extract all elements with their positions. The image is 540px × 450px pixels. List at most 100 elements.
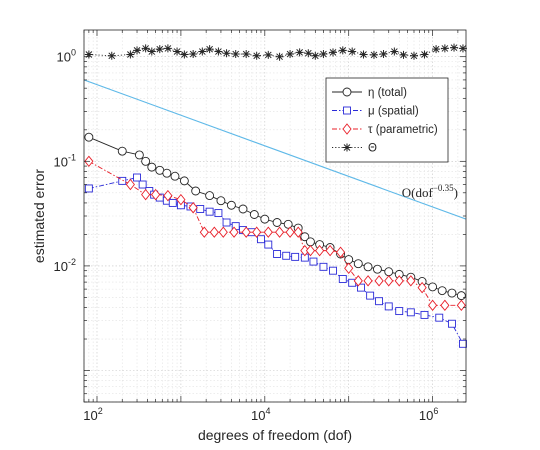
reference-line-layer [84,79,466,220]
x-tick-exponent: 4 [266,406,271,416]
x-tick-label: 106 [419,406,438,423]
data-point-asterisk [420,50,429,59]
reference-annotation: O(dof−0.35) [402,183,458,200]
data-point-diamond [241,226,251,238]
data-point-circle [363,262,373,272]
data-point-diamond [353,275,363,287]
y-tick-exponent: -1 [68,152,76,162]
data-point-diamond [275,226,285,238]
data-point-diamond [176,193,186,206]
data-point-square [84,184,93,193]
data-point-diamond [229,226,239,238]
data-point-diamond [218,226,228,238]
data-point-asterisk [458,44,467,53]
data-point-circle [238,204,248,214]
data-point-square [214,209,223,218]
data-point-square [168,198,177,207]
data-point-diamond [456,299,466,312]
annotation-text: O(dof [402,185,434,200]
data-point-square [205,207,214,216]
data-point-square [406,308,415,317]
data-point-asterisk [155,45,164,54]
data-point-asterisk [180,50,189,59]
data-point-asterisk [252,51,261,60]
y-tick-base: 10 [54,259,68,274]
data-point-circle [147,162,157,172]
legend-label: Θ [368,143,377,155]
data-point-circle [306,237,315,247]
y-tick-base: 10 [57,50,71,65]
data-point-circle [141,156,151,166]
data-point-square [118,176,127,185]
x-tick-label: 104 [251,406,270,423]
data-point-asterisk [275,52,284,61]
data-point-diamond [406,275,416,287]
series-asterisk [84,43,467,61]
legend: η (total) μ (spatial) τ (parametric) Θ [325,77,449,163]
data-point-diamond [325,244,335,257]
data-point-diamond [188,201,198,214]
data-point-square [329,266,337,275]
data-point-asterisk [359,50,368,59]
data-point-diamond [141,188,151,201]
legend-item: Θ [332,143,377,155]
data-point-asterisk [173,47,182,56]
data-point-circle [134,150,144,160]
data-point-asterisk [440,44,449,53]
data-point-diamond [440,299,450,312]
legend-label: η (total) [368,87,407,99]
y-tick-label: 10-1 [54,152,76,169]
data-point-diamond [252,226,262,238]
data-point-asterisk [399,50,408,59]
data-point-square [196,205,205,213]
data-point-diamond [336,246,346,258]
data-point-circle [191,186,201,196]
y-tick-label: 10-2 [54,257,76,274]
data-point-asterisk [329,48,338,57]
data-point-asterisk [242,50,251,59]
data-point-diamond [384,275,394,287]
data-point-square [309,257,318,266]
y-axis-label: estimated error [31,169,47,263]
data-point-square [357,283,365,292]
data-point-circle [283,219,293,229]
y-tick-label: 100 [57,48,76,65]
data-point-asterisk [214,47,223,56]
data-point-diamond [285,226,295,238]
data-point-asterisk [126,50,135,59]
data-point-square [384,302,393,311]
x-tick-exponent: 6 [433,406,438,416]
data-point-asterisk [338,46,347,55]
data-point-square [435,313,444,322]
data-point-diamond [428,299,438,312]
y-tick-exponent: -2 [68,257,76,267]
data-point-circle [170,171,180,181]
data-point-diamond [394,275,404,287]
data-point-asterisk [369,50,378,59]
data-point-asterisk [147,47,156,56]
data-point-circle [249,210,259,219]
data-point-square [138,180,147,189]
data-point-square [133,173,141,182]
data-point-asterisk [107,51,116,60]
series-diamond [84,155,466,312]
data-point-square [257,235,265,244]
data-point-asterisk [432,45,441,54]
x-tick-base: 10 [419,408,433,423]
data-point-circle [272,218,282,227]
y-tick-base: 10 [54,154,68,169]
data-point-square [420,310,429,319]
data-point-circle [456,291,466,301]
legend-item: η (total) [332,87,407,99]
data-point-circle [428,282,438,292]
data-point-asterisk [379,50,388,59]
data-point-asterisk [189,50,198,59]
legend-item: τ (parametric) [332,123,438,136]
data-point-asterisk [222,49,231,58]
data-point-asterisk [205,45,214,54]
data-point-circle [260,214,270,224]
data-point-square [459,339,467,348]
data-point-circle [384,267,394,277]
data-point-asterisk [84,50,93,59]
